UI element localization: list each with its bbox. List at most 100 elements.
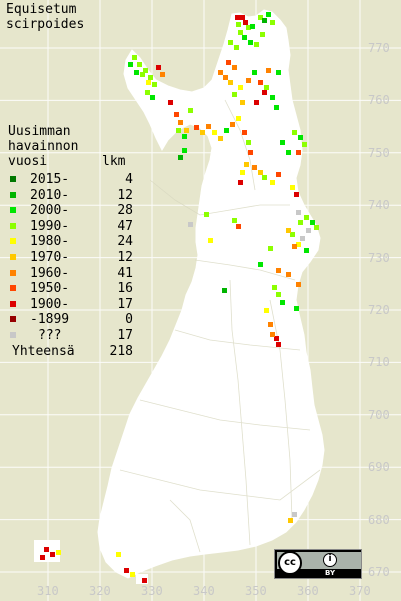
observation-square <box>228 40 233 45</box>
y-tick-label: 700 <box>368 407 390 422</box>
species-title: Equisetum scirpoides <box>6 2 84 32</box>
observation-square <box>266 12 271 17</box>
legend-row: 2015- 4 <box>8 172 133 188</box>
observation-square <box>234 45 239 50</box>
observation-square <box>258 262 263 267</box>
observation-square <box>222 288 227 293</box>
observation-square <box>296 210 301 215</box>
legend: Uusimman havainnon vuosi lkm 2015- 4 2010-… <box>8 124 133 359</box>
legend-label: 1980- <box>30 234 70 250</box>
observation-square <box>150 95 155 100</box>
legend-count: 12 <box>117 187 133 203</box>
legend-label: 1970- <box>30 249 70 265</box>
observation-square <box>296 242 301 247</box>
legend-count: 47 <box>117 218 133 234</box>
legend-label: -1899 <box>30 312 70 328</box>
observation-square <box>286 272 291 277</box>
observation-square <box>252 165 257 170</box>
observation-square <box>268 246 273 251</box>
observation-square <box>212 130 217 135</box>
y-tick-label: 740 <box>368 198 390 213</box>
legend-count: 17 <box>117 327 133 343</box>
observation-square <box>254 42 259 47</box>
legend-row: -1899 0 <box>8 312 133 328</box>
observation-square <box>270 180 275 185</box>
observation-square <box>298 220 303 225</box>
observation-square <box>142 578 147 583</box>
legend-swatch <box>10 269 16 276</box>
observation-square <box>250 24 255 29</box>
legend-label: 1960- <box>30 265 70 281</box>
observation-square <box>174 112 179 117</box>
observation-square <box>236 116 241 121</box>
x-tick-label: 320 <box>89 584 111 598</box>
legend-swatch <box>10 176 16 182</box>
observation-square <box>292 512 297 517</box>
observation-square <box>152 82 157 87</box>
observation-square <box>288 518 293 523</box>
by-label: BY <box>325 569 336 577</box>
observation-square <box>290 232 295 237</box>
x-tick-label: 310 <box>37 584 59 598</box>
observation-square <box>314 225 319 230</box>
observation-square <box>254 100 259 105</box>
observation-square <box>274 336 279 341</box>
legend-header-line-1: Uusimman <box>8 124 71 139</box>
observation-square <box>238 85 243 90</box>
legend-count: 17 <box>117 296 133 312</box>
y-tick-label: 730 <box>368 250 390 265</box>
observation-square <box>276 268 281 273</box>
legend-label: 1900- <box>30 296 70 312</box>
observation-square <box>176 128 181 133</box>
legend-total-count: 218 <box>109 343 133 359</box>
observation-square <box>270 20 275 25</box>
observation-square <box>270 332 275 337</box>
observation-square <box>128 62 133 67</box>
legend-header-line-2: havainnon <box>8 139 79 154</box>
observation-square <box>276 172 281 177</box>
observation-square <box>156 65 161 70</box>
observation-square <box>160 72 165 77</box>
legend-row: 1970- 12 <box>8 250 133 266</box>
person-icon: i <box>323 553 337 567</box>
legend-count-header: lkm <box>102 154 126 169</box>
cc-icon: cc <box>278 551 302 575</box>
legend-row: 1960- 41 <box>8 266 133 282</box>
legend-count: 12 <box>117 249 133 265</box>
legend-row: ??? 17 <box>8 328 133 344</box>
x-tick-label: 370 <box>349 584 371 598</box>
observation-square <box>143 68 148 73</box>
observation-square <box>228 80 233 85</box>
observation-square <box>240 100 245 105</box>
y-tick-label: 680 <box>368 512 390 527</box>
observation-square <box>182 148 187 153</box>
observation-square <box>208 238 213 243</box>
observation-square <box>232 92 237 97</box>
observation-square <box>294 306 299 311</box>
observation-square <box>246 25 251 30</box>
observation-square <box>304 215 309 220</box>
observation-square <box>145 90 150 95</box>
cc-by-license-badge[interactable]: cc i BY <box>274 549 362 579</box>
observation-square <box>240 170 245 175</box>
observation-square <box>230 122 235 127</box>
observation-square <box>200 130 205 135</box>
legend-swatch <box>10 331 16 338</box>
observation-square <box>240 15 245 20</box>
legend-count: 24 <box>117 234 133 250</box>
observation-square <box>236 22 241 27</box>
observation-square <box>137 62 142 67</box>
title-line-1: Equisetum <box>6 2 77 17</box>
y-tick-label: 690 <box>368 460 390 475</box>
observation-square <box>146 80 151 85</box>
observation-square <box>262 175 267 180</box>
legend-count: 41 <box>117 265 133 281</box>
observation-square <box>300 236 305 241</box>
observation-square <box>264 308 269 313</box>
observation-square <box>296 282 301 287</box>
observation-square <box>306 228 311 233</box>
observation-square <box>280 140 285 145</box>
legend-row: 1950- 16 <box>8 281 133 297</box>
observation-square <box>124 568 129 573</box>
y-tick-label: 770 <box>368 41 390 55</box>
